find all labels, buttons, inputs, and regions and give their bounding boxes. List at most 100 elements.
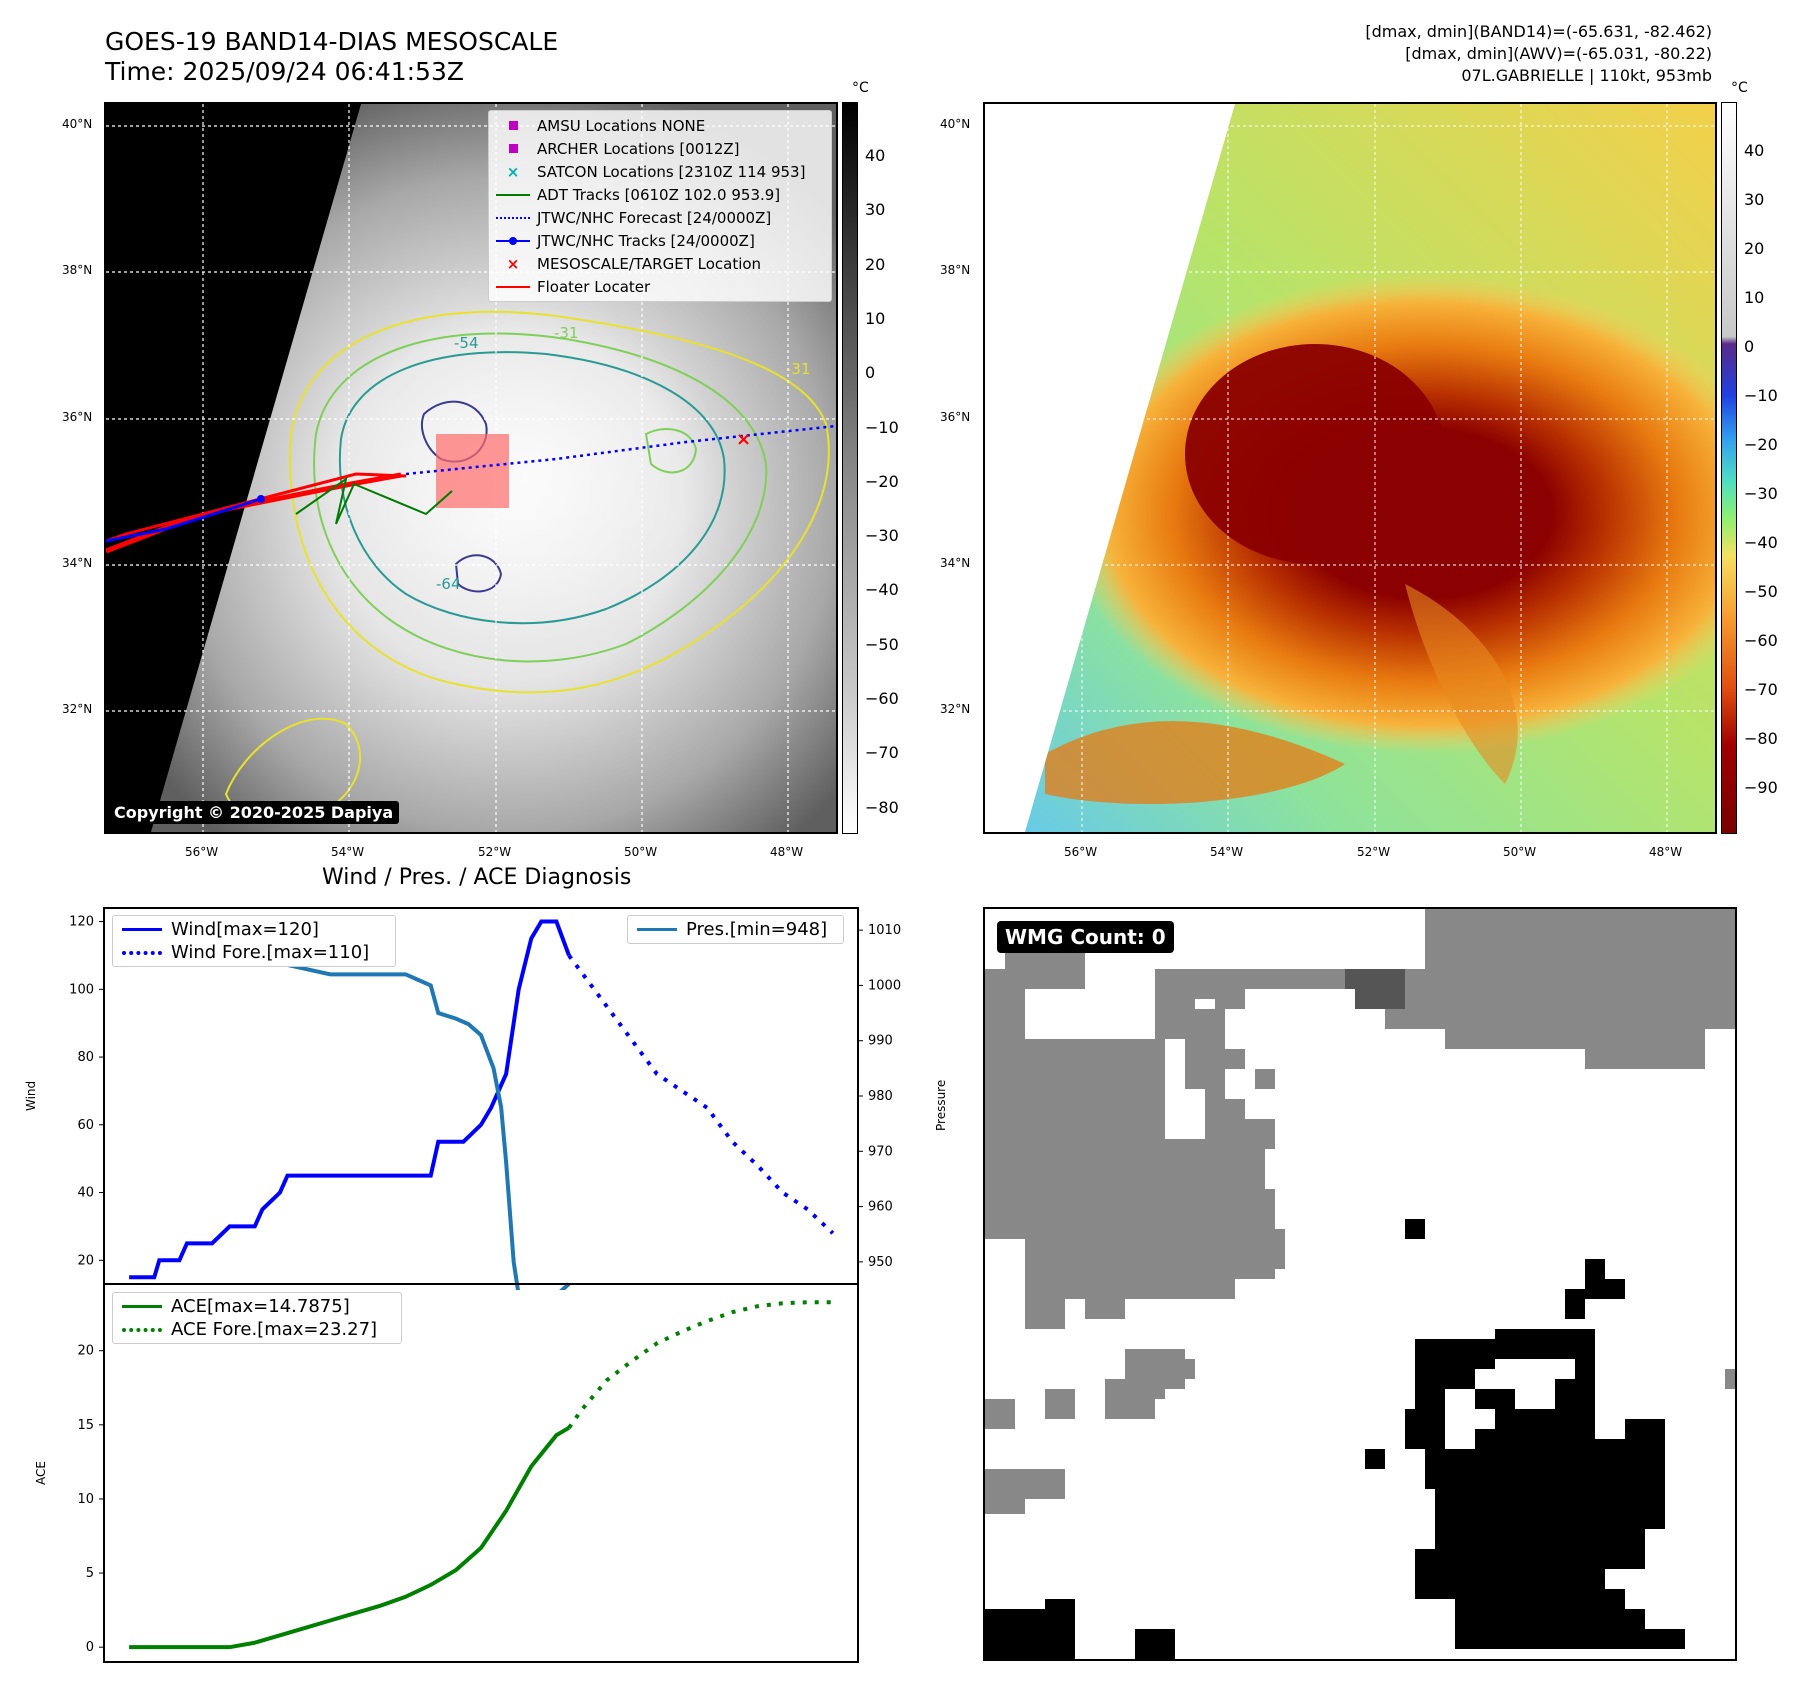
dotted-line-icon [113, 1327, 171, 1332]
left-colorbar-tick: 30 [865, 200, 886, 220]
left-colorbar [842, 102, 858, 834]
map-legend: AMSU Locations NONE ARCHER Locations [00… [488, 110, 832, 302]
right-lat-36: 36°N [940, 410, 971, 424]
right-lon-50: 50°W [1503, 845, 1537, 859]
left-lat-32: 32°N [62, 702, 93, 716]
wind-ytick-label: 120 [69, 915, 94, 930]
pressure-ytick-label: 980 [868, 1089, 893, 1104]
wind-series-line-2 [129, 928, 571, 1290]
line-icon [113, 1305, 171, 1308]
left-colorbar-tick: −10 [865, 417, 899, 437]
left-lon-54: 54°W [331, 845, 365, 859]
pressure-ytick-label: 990 [868, 1034, 893, 1049]
wmg-panel: WMG Count: 0 [983, 907, 1737, 1661]
wmg-count-badge: WMG Count: 0 [997, 921, 1174, 953]
legend-satcon: × SATCON Locations [2310Z 114 953] [489, 160, 831, 183]
square-icon [489, 144, 537, 153]
ace-ytick-label: 5 [86, 1566, 94, 1581]
right-lon-56: 56°W [1064, 845, 1098, 859]
chart-time: Time: 2025/09/24 06:41:53Z [105, 57, 464, 86]
contour-label-31b: -31 [786, 360, 811, 378]
left-colorbar-tick: −80 [865, 797, 899, 817]
pressure-ytick-label: 960 [868, 1200, 893, 1215]
jtwc-track [106, 497, 262, 543]
right-colorbar-unit: °C [1731, 80, 1748, 96]
legend-jtwc-tracks: JTWC/NHC Tracks [24/0000Z] [489, 229, 831, 252]
pressure-ytick-label: 950 [868, 1255, 893, 1270]
right-lat-38: 38°N [940, 263, 971, 277]
ir-map-panel: -54 -31 -31 -64 × AMSU Locati [104, 102, 838, 834]
legend-archer: ARCHER Locations [0012Z] [489, 137, 831, 160]
right-colorbar-tick: −50 [1744, 582, 1778, 601]
right-colorbar-tick: −90 [1744, 778, 1778, 797]
right-colorbar-tick: 40 [1744, 141, 1765, 160]
right-colorbar-tick: −30 [1744, 484, 1778, 503]
ace-fore-legend-label: ACE Fore.[max=23.27] [171, 1319, 378, 1340]
right-colorbar-tick: −80 [1744, 729, 1778, 748]
legend-amsu: AMSU Locations NONE [489, 114, 831, 137]
dotted-line-icon [489, 216, 537, 219]
pressure-ytick-label: 1000 [868, 978, 901, 993]
right-colorbar-tick: −10 [1744, 386, 1778, 405]
wind-legend: Wind[max=120] Wind Fore.[max=110] [112, 915, 396, 967]
contour-label-54: -54 [454, 334, 479, 352]
copyright-badge: Copyright © 2020-2025 Dapiya [108, 801, 400, 824]
right-colorbar-tick: 30 [1744, 190, 1765, 209]
line-icon [628, 928, 686, 931]
color-map-gridlines [985, 104, 1715, 832]
left-lon-52: 52°W [478, 845, 512, 859]
right-lon-48: 48°W [1649, 845, 1683, 859]
wind-ytick-label: 40 [77, 1186, 94, 1201]
line-icon [489, 193, 537, 196]
wind-ytick-label: 80 [77, 1050, 94, 1065]
line-icon [489, 285, 537, 288]
line-icon [113, 928, 171, 931]
x-marker-icon: × [506, 254, 520, 273]
jtwc-forecast-track [405, 424, 836, 476]
right-colorbar-tick: 0 [1744, 337, 1755, 356]
color-map-canvas [985, 104, 1715, 832]
contour-label-31a: -31 [554, 324, 579, 342]
adt-track [295, 476, 453, 525]
storm-info-text: 07L.GABRIELLE | 110kt, 953mb [1461, 66, 1712, 85]
right-colorbar-tick: 20 [1744, 239, 1765, 258]
legend-target: × MESOSCALE/TARGET Location [489, 252, 831, 275]
left-colorbar-tick: 40 [865, 146, 886, 165]
wind-ytick-label: 60 [77, 1118, 94, 1133]
ace-ytick-label: 15 [77, 1418, 94, 1433]
left-colorbar-tick: −70 [865, 743, 899, 763]
dmax-band14-text: [dmax, dmin](BAND14)=(-65.631, -82.462) [1365, 22, 1712, 41]
ace-ytick-label: 0 [86, 1640, 94, 1655]
left-lon-50: 50°W [624, 845, 658, 859]
ace-legend-label: ACE[max=14.7875] [171, 1296, 350, 1317]
ace-ytick-label: 10 [77, 1492, 94, 1507]
target-marker: × [736, 429, 751, 450]
left-colorbar-tick: −30 [865, 526, 899, 546]
left-colorbar-tick: −20 [865, 471, 899, 491]
right-colorbar-tick: −60 [1744, 631, 1778, 650]
pressure-legend-label: Pres.[min=948] [686, 919, 828, 940]
x-marker-icon: × [506, 162, 520, 181]
pressure-ylabel: Pressure [934, 1080, 948, 1131]
right-colorbar-tick: −20 [1744, 435, 1778, 454]
pressure-legend: Pres.[min=948] [627, 915, 844, 944]
left-lon-48: 48°W [770, 845, 804, 859]
color-map-panel [983, 102, 1717, 834]
pressure-ytick-label: 970 [868, 1144, 893, 1159]
pressure-ytick-label: 1010 [868, 923, 901, 938]
right-lat-32: 32°N [940, 702, 971, 716]
ace-series-line-1 [567, 1300, 833, 1429]
left-lat-36: 36°N [62, 410, 93, 424]
ace-ytick-label: 20 [77, 1344, 94, 1359]
wind-series-line-0 [129, 919, 571, 1280]
right-lat-40: 40°N [940, 117, 971, 131]
left-colorbar-tick: 10 [865, 308, 886, 328]
right-colorbar [1721, 102, 1737, 834]
right-lon-52: 52°W [1357, 845, 1391, 859]
left-colorbar-tick: −40 [865, 580, 899, 600]
left-lat-34: 34°N [62, 556, 93, 570]
ace-legend: ACE[max=14.7875] ACE Fore.[max=23.27] [112, 1292, 402, 1344]
wind-fore-legend-label: Wind Fore.[max=110] [171, 942, 370, 963]
wmg-canvas [985, 909, 1735, 1659]
legend-floater: Floater Locater [489, 275, 831, 298]
